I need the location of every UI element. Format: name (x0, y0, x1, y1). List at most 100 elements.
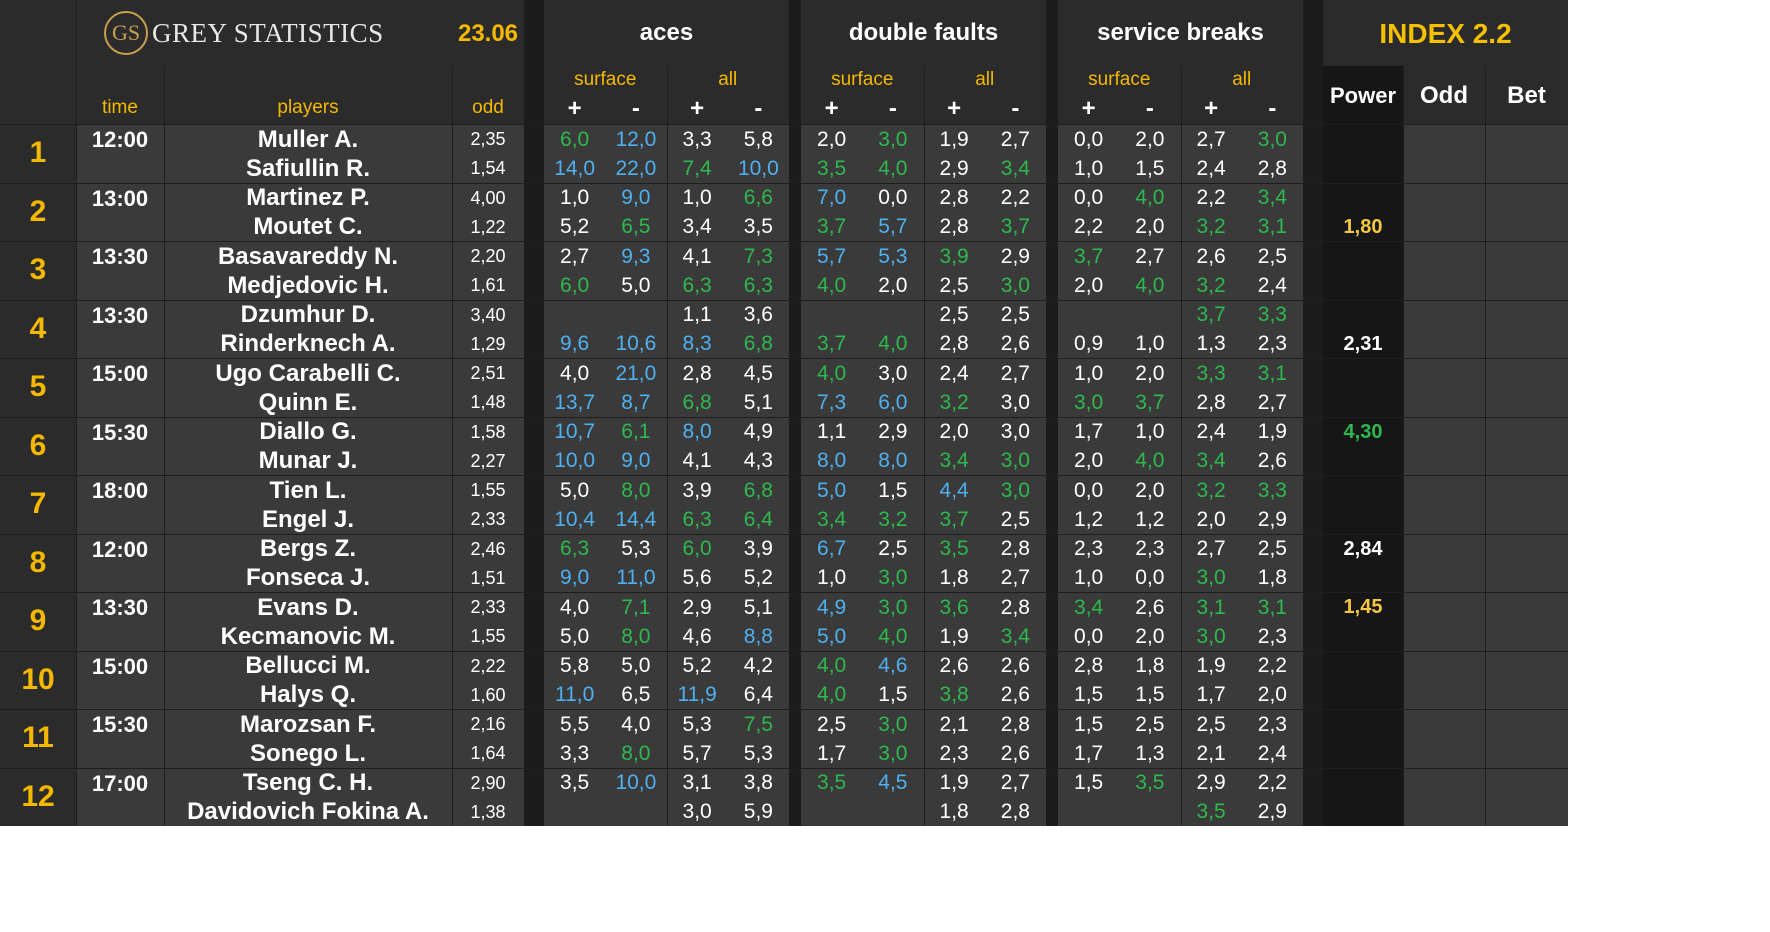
match-time: 18:00 (91, 478, 149, 503)
bet-input-cell[interactable] (1485, 651, 1568, 710)
stat-value: 4,0 (560, 595, 590, 619)
stat-value: 2,1 (1196, 741, 1226, 765)
stat-value: 4,6 (682, 624, 712, 648)
row-number-cell (0, 416, 76, 475)
bet-input-cell[interactable] (1485, 124, 1568, 183)
stat-value: 8,0 (621, 624, 651, 648)
stat-value: 6,0 (560, 273, 590, 297)
bet-input-cell[interactable] (1485, 475, 1568, 534)
bet-input-cell[interactable] (1485, 534, 1568, 593)
stat-value: 2,9 (1196, 771, 1226, 794)
bet-input-cell[interactable] (1485, 300, 1568, 359)
column-divider (1180, 66, 1182, 826)
stat-value: 2,6 (1000, 654, 1030, 677)
stat-value: 0,0 (1074, 624, 1104, 648)
odd-input-cell[interactable] (1403, 475, 1485, 534)
stat-value: 6,8 (682, 390, 712, 414)
odd-input-cell[interactable] (1403, 651, 1485, 710)
col-bet: Bet (1507, 82, 1546, 109)
bet-input-cell[interactable] (1485, 768, 1568, 827)
stat-value (801, 301, 862, 330)
sign-plus: + (1081, 95, 1096, 122)
odd-input-cell[interactable] (1403, 300, 1485, 359)
stat-value: 3,5 (1196, 800, 1226, 823)
stat-value: 3,9 (939, 244, 969, 268)
stat-value: 3,0 (1000, 478, 1030, 502)
stat-value: 4,1 (682, 449, 712, 472)
player-name: Kecmanovic M. (220, 622, 396, 650)
corner-cell (0, 0, 76, 124)
power-value (1323, 652, 1403, 681)
gs-logo-icon: GS (104, 11, 148, 55)
bet-input-cell[interactable] (1485, 183, 1568, 242)
brand-bar (76, 0, 524, 66)
bet-input-cell[interactable] (1485, 358, 1568, 417)
odd-input-cell[interactable] (1403, 592, 1485, 651)
bet-input-cell[interactable] (1485, 417, 1568, 476)
stat-value: 7,5 (743, 712, 773, 736)
stat-value: 3,4 (1257, 186, 1287, 209)
player-odd: 2,22 (470, 655, 506, 676)
player-name: Martinez P. (246, 184, 370, 211)
match-number: 1 (29, 136, 47, 170)
stat-value: 5,8 (560, 654, 590, 677)
odd-input-cell[interactable] (1403, 358, 1485, 417)
power-value: 1,45 (1343, 596, 1383, 618)
stat-value: 3,2 (1196, 273, 1226, 297)
stat-value: 10,0 (615, 771, 657, 794)
stat-value: 8,0 (621, 741, 651, 765)
sign-plus: + (567, 95, 582, 122)
stat-value: 2,5 (939, 303, 969, 326)
stat-value: 3,0 (1000, 273, 1030, 297)
bet-input-cell[interactable] (1485, 241, 1568, 300)
stat-value: 1,9 (939, 127, 969, 151)
stat-value: 2,5 (878, 537, 908, 560)
odd-input-cell[interactable] (1403, 768, 1485, 827)
stat-value: 6,4 (743, 507, 773, 531)
stat-value: 2,6 (1000, 332, 1030, 355)
odd-input-cell[interactable] (1403, 534, 1485, 593)
odd-input-cell[interactable] (1403, 417, 1485, 476)
player-name: Moutet C. (253, 213, 363, 240)
row-divider (0, 709, 1568, 710)
sign-minus: - (1145, 95, 1154, 122)
bet-input-cell[interactable] (1485, 709, 1568, 768)
match-number: 11 (22, 721, 54, 755)
row-divider (0, 533, 1568, 535)
stat-value: 2,7 (1000, 127, 1030, 151)
stat-value: 2,4 (1257, 273, 1287, 297)
stat-value: 3,0 (878, 741, 908, 765)
stat-value: 3,0 (878, 361, 908, 385)
stat-value: 5,0 (817, 478, 847, 502)
bet-input-cell[interactable] (1485, 592, 1568, 651)
match-time: 15:30 (91, 712, 149, 737)
row-divider (0, 650, 1568, 652)
player-name: Basavareddy N. (217, 242, 399, 270)
stat-value: 0,0 (1074, 127, 1104, 151)
player-odd: 1,51 (470, 567, 506, 588)
match-time: 15:00 (91, 653, 149, 679)
stat-value: 3,3 (1257, 303, 1287, 326)
stat-value: 2,6 (1196, 244, 1226, 268)
power-value (1323, 359, 1403, 388)
stat-value: 2,4 (939, 361, 969, 385)
odd-input-cell[interactable] (1403, 709, 1485, 768)
stat-value: 2,3 (1135, 537, 1165, 560)
odd-input-cell[interactable] (1403, 183, 1485, 242)
odd-input-cell[interactable] (1403, 241, 1485, 300)
odd-input-cell[interactable] (1403, 124, 1485, 183)
stat-value: 3,7 (1074, 244, 1104, 268)
stat-value: 1,7 (817, 741, 847, 765)
stat-value: 4,0 (817, 683, 847, 706)
stat-value: 1,0 (1135, 332, 1165, 355)
aces-header: aces (639, 19, 694, 46)
sign-minus: - (1011, 95, 1020, 122)
stat-value: 2,8 (1000, 712, 1030, 736)
stat-value: 5,0 (621, 273, 651, 297)
stat-value: 5,0 (560, 624, 590, 648)
stat-value: 14,0 (554, 156, 596, 180)
stat-value: 1,7 (1074, 420, 1104, 443)
stat-value: 3,2 (939, 390, 969, 414)
stat-value: 5,9 (743, 800, 773, 823)
match-time: 13:30 (91, 244, 149, 269)
